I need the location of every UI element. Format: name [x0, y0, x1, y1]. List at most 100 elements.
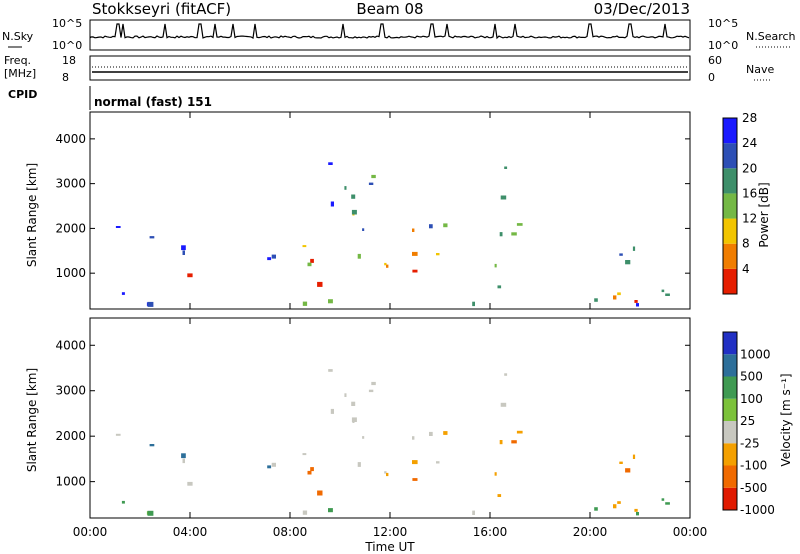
y-tick-label: 3000: [55, 384, 86, 398]
cpid-label: CPID: [8, 88, 37, 101]
scatter-cell: [362, 436, 365, 439]
colorbar-tick-label: -500: [740, 481, 767, 495]
nave-tick-bottom: 0: [708, 71, 715, 84]
axes: 1000 2000 3000 4000 1000 2000 3000 4000 00:00 04:…: [55, 112, 707, 539]
scatter-cell: [344, 393, 347, 397]
scatter-cell: [187, 481, 193, 486]
x-tick-label: 00:00: [673, 525, 708, 539]
scatter-cell: [182, 458, 185, 464]
scatter-cell: [412, 460, 418, 465]
scatter-cell: [351, 417, 357, 422]
y-tick-label: 2000: [55, 429, 86, 443]
colorbar-tick-label: 25: [740, 414, 755, 428]
colorbar-segment: [723, 268, 737, 294]
velocity-y-label: Slant Range [km]: [25, 368, 39, 472]
colorbar-segment: [723, 398, 737, 421]
scatter-cell: [497, 285, 502, 289]
scatter-cell: [436, 461, 440, 464]
scatter-cell: [511, 440, 517, 444]
scatter-cell: [594, 507, 598, 511]
y-tick-label: 4000: [55, 132, 86, 146]
scatter-cell: [384, 262, 387, 266]
scatter-cell: [344, 186, 347, 190]
scatter-cell: [307, 262, 312, 267]
power-colorbar-label: Power [dB]: [757, 182, 771, 247]
scatter-cell: [436, 253, 440, 256]
y-tick-label: 1000: [55, 475, 86, 489]
colorbar-tick-label: 16: [742, 186, 757, 200]
colorbar-segment: [723, 143, 737, 169]
scatter-cell: [472, 301, 475, 307]
colorbar-segment: [723, 443, 737, 466]
scatter-cell: [121, 500, 125, 504]
scatter-cell: [632, 246, 636, 251]
nave-tick-top: 60: [708, 54, 722, 67]
colorbar-frame: [722, 331, 738, 511]
scatter-cell: [634, 300, 638, 303]
scatter-cell: [181, 245, 186, 251]
scatter-cell: [351, 209, 357, 215]
scatter-cell: [499, 440, 503, 445]
scatter-cell: [494, 472, 497, 476]
scatter-cell: [429, 431, 433, 436]
scatter-cell: [497, 494, 502, 497]
scatter-cell: [271, 462, 276, 467]
scatter-cell: [625, 260, 631, 265]
colorbar-segment: [723, 168, 737, 194]
colorbar-tick-label: 20: [742, 161, 757, 175]
velocity-colorbar-label: Velocity [m s⁻¹]: [779, 373, 793, 466]
scatter-cell: [617, 501, 621, 504]
colorbar-tick-label: 24: [742, 136, 757, 150]
scatter-cell: [302, 301, 308, 306]
scatter-cell: [412, 478, 418, 481]
colorbar-segment: [723, 376, 737, 399]
scatter-cell: [149, 444, 155, 447]
freq-tick-bottom: 8: [62, 71, 69, 84]
scatter-cell: [330, 408, 334, 414]
scatter-cell: [504, 373, 508, 376]
scatter-cell: [310, 467, 314, 472]
scatter-cell: [368, 182, 374, 185]
scatter-cell: [182, 250, 185, 255]
y-tick-label: 1000: [55, 266, 86, 280]
power-frame: [89, 111, 691, 310]
scatter-cell: [302, 453, 307, 456]
scatter-cell: [384, 471, 387, 474]
x-tick-label: 04:00: [173, 525, 208, 539]
scatter-cell: [328, 162, 333, 165]
scatter-cell: [516, 223, 523, 226]
velocity-frame: [89, 317, 691, 519]
scatter-cell: [613, 295, 617, 300]
scatter-cell: [351, 194, 356, 199]
scatter-cell: [613, 504, 617, 509]
scatter-cell: [371, 174, 376, 179]
scatter-cell: [594, 298, 598, 302]
scatter-cell: [267, 257, 272, 261]
scatter-cell: [310, 258, 314, 263]
colorbar-segment: [723, 421, 737, 444]
scatter-cell: [617, 292, 621, 296]
cpid-value: normal (fast) 151: [94, 95, 212, 109]
scatter-cell: [412, 269, 418, 273]
scatter-cell: [494, 263, 497, 268]
scatter-cell: [307, 470, 312, 475]
scatter-cell: [632, 454, 636, 459]
colorbar-segment: [723, 465, 737, 488]
nsky-tick-top: 10^5: [52, 17, 82, 30]
colorbar-segment: [723, 332, 737, 355]
nave-label: Nave: [746, 63, 774, 76]
scatter-cell: [499, 232, 503, 237]
y-tick-label: 2000: [55, 221, 86, 235]
nsky-trace: [89, 23, 690, 40]
scatter-cell: [371, 381, 376, 386]
colorbar-tick-label: 12: [742, 212, 757, 226]
scatter-cell: [317, 490, 323, 496]
colorbar-tick-label: 100: [740, 392, 763, 406]
freq-label: Freq.: [4, 54, 31, 67]
nsearch-tick-bottom: 10^0: [708, 39, 738, 52]
scatter-cell: [665, 293, 670, 296]
velocity-colorbar: 1000 500 100 25 -25 -100 -500 -1000: [722, 331, 775, 517]
scatter-cell: [328, 508, 333, 513]
scatter-cell: [147, 510, 154, 516]
